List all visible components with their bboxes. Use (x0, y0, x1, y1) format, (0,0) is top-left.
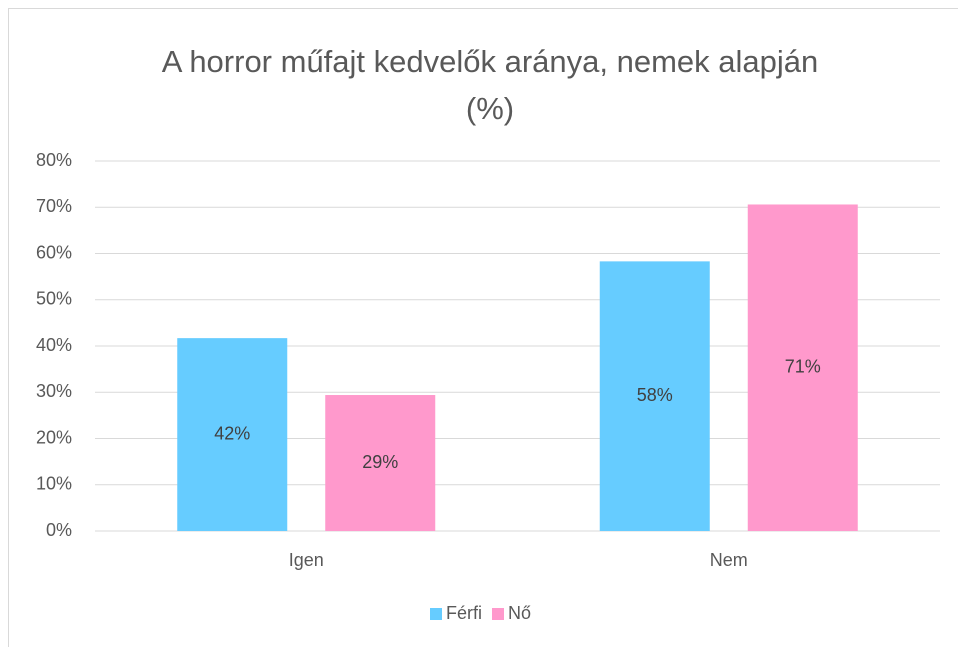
y-tick-label: 80% (36, 150, 72, 170)
legend-swatch (430, 608, 442, 620)
x-tick-label: Igen (289, 550, 324, 570)
legend-label: Nő (508, 603, 531, 623)
y-tick-label: 60% (36, 242, 72, 262)
y-tick-label: 20% (36, 427, 72, 447)
bar (599, 261, 710, 531)
bar (325, 395, 436, 531)
bar (747, 204, 858, 531)
chart-frame (8, 8, 958, 647)
y-tick-label: 50% (36, 289, 72, 309)
bar (177, 338, 288, 531)
y-tick-label: 70% (36, 196, 72, 216)
data-label: 29% (362, 452, 398, 472)
data-label: 42% (214, 423, 250, 443)
data-label: 71% (785, 356, 821, 376)
chart-title: A horror műfajt kedvelők aránya, nemek a… (161, 44, 819, 126)
y-tick-label: 40% (36, 335, 72, 355)
x-tick-label: Nem (710, 550, 748, 570)
y-tick-label: 0% (46, 520, 72, 540)
y-tick-label: 30% (36, 381, 72, 401)
data-label: 58% (637, 385, 673, 405)
legend-label: Férfi (446, 603, 482, 623)
y-tick-label: 10% (36, 474, 72, 494)
legend-swatch (492, 608, 504, 620)
